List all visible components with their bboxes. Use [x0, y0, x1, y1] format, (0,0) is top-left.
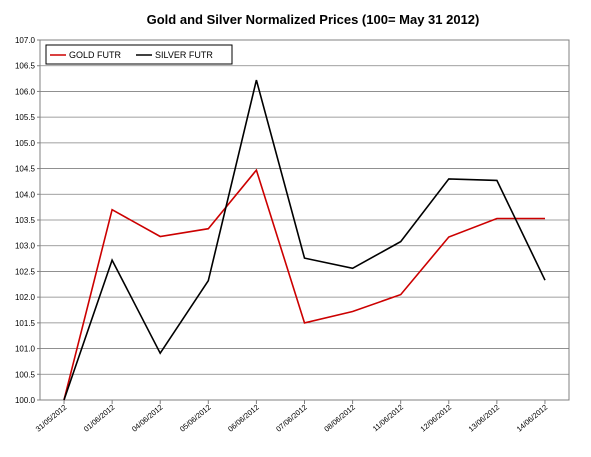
y-tick-label: 104.0 [15, 190, 36, 199]
y-tick-label: 104.5 [15, 165, 36, 174]
y-tick-label: 101.0 [15, 345, 36, 354]
series-lines [63, 79, 546, 401]
legend-label-gold: GOLD FUTR [69, 50, 122, 60]
x-tick-label: 12/06/2012 [419, 403, 454, 434]
x-tick-label: 01/06/2012 [82, 403, 117, 434]
y-tick-label: 100.5 [15, 370, 36, 379]
y-tick-label: 105.5 [15, 113, 36, 122]
x-axis-ticks: 31/05/2012 01/06/2012 04/06/2012 05/06/2012… [34, 400, 549, 434]
y-tick-label: 105.0 [15, 139, 36, 148]
y-tick-label: 102.0 [15, 293, 36, 302]
y-axis-ticks: 100.0 100.5 101.0 101.5 102.0 102.5 103.0 103.5… [15, 36, 40, 405]
legend: GOLD FUTR SILVER FUTR [45, 44, 233, 65]
x-tick-label: 07/06/2012 [274, 403, 309, 434]
y-tick-label: 100.0 [15, 396, 36, 405]
y-tick-label: 103.0 [15, 242, 36, 251]
y-tick-label: 103.5 [15, 216, 36, 225]
y-tick-label: 102.5 [15, 267, 36, 276]
y-tick-label: 106.0 [15, 87, 36, 96]
series-line-silver [63, 79, 546, 401]
x-tick-label: 04/06/2012 [130, 403, 165, 434]
series-line-gold [63, 168, 545, 401]
x-tick-label: 06/06/2012 [226, 403, 261, 434]
y-tick-label: 101.5 [15, 319, 36, 328]
x-tick-label: 13/06/2012 [467, 403, 502, 434]
legend-label-silver: SILVER FUTR [155, 50, 213, 60]
x-tick-label: 14/06/2012 [515, 403, 550, 434]
grid-lines [40, 65, 569, 375]
x-tick-label: 05/06/2012 [178, 403, 213, 434]
chart-title: Gold and Silver Normalized Prices (100= … [147, 12, 480, 27]
y-tick-label: 106.5 [15, 62, 36, 71]
x-tick-label: 08/06/2012 [322, 403, 357, 434]
y-tick-label: 107.0 [15, 36, 36, 45]
x-tick-label: 11/06/2012 [371, 403, 405, 434]
x-tick-label: 31/05/2012 [34, 403, 69, 434]
